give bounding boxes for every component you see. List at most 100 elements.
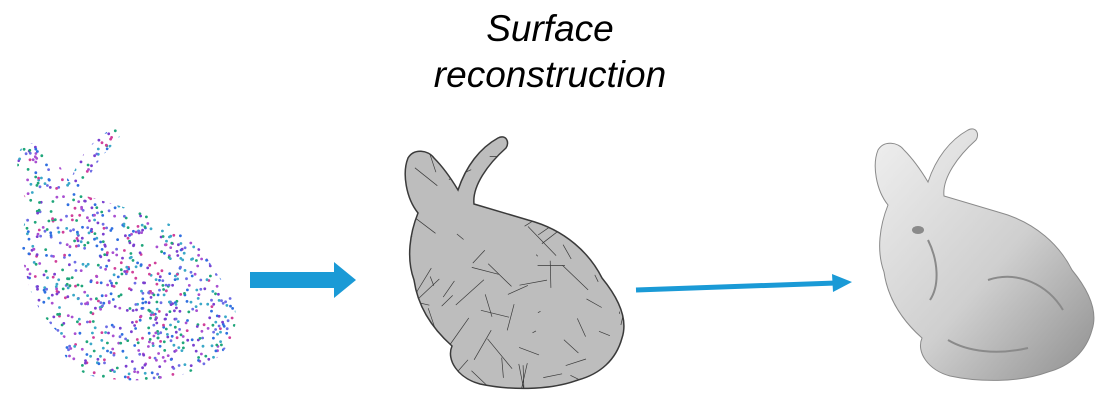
point-cloud-dot [29, 138, 33, 142]
point-cloud-dot [11, 129, 14, 132]
point-cloud-dot [238, 125, 241, 128]
point-cloud-dot [24, 152, 28, 156]
point-cloud-dot [46, 334, 49, 338]
point-cloud-dot [17, 139, 18, 143]
point-cloud-dot [45, 228, 49, 231]
point-cloud-dot [243, 177, 246, 180]
point-cloud-dot [44, 366, 48, 369]
point-cloud-dot [239, 146, 242, 149]
point-cloud-dot [77, 317, 81, 321]
point-cloud-dot [90, 141, 94, 145]
point-cloud-dot [219, 185, 223, 188]
point-cloud-dot [66, 277, 69, 281]
point-cloud-dot [105, 147, 109, 151]
point-cloud-dot [176, 186, 179, 190]
point-cloud-dot [200, 257, 204, 261]
point-cloud-dot [149, 227, 153, 231]
point-cloud-dot [123, 249, 126, 252]
point-cloud-dot [11, 384, 14, 387]
point-cloud-dot [85, 385, 88, 388]
point-cloud-dot [216, 142, 220, 145]
point-cloud-dot [227, 385, 230, 388]
point-cloud-dot [191, 307, 195, 311]
point-cloud-dot [236, 377, 239, 380]
point-cloud-dot [171, 283, 175, 287]
point-cloud-dot [45, 254, 48, 257]
point-cloud-dot [37, 228, 41, 232]
point-cloud-dot [227, 125, 230, 128]
point-cloud-dot [65, 159, 69, 163]
point-cloud-dot [172, 343, 176, 347]
point-cloud-dot [108, 279, 112, 283]
point-cloud-dot [32, 261, 36, 264]
point-cloud-dot [124, 364, 128, 368]
point-cloud-dot [27, 252, 31, 256]
point-cloud-dot [133, 324, 137, 327]
point-cloud-dot [192, 343, 195, 347]
point-cloud-dot [20, 349, 24, 353]
point-cloud-dot [149, 316, 152, 320]
point-cloud-dot [179, 234, 182, 238]
point-cloud-dot [48, 324, 52, 328]
point-cloud-dot [148, 356, 152, 359]
point-cloud-dot [42, 128, 46, 129]
point-cloud-dot [95, 281, 99, 284]
point-cloud-dot [234, 310, 236, 313]
point-cloud-dot [10, 369, 13, 372]
point-cloud-dot [154, 138, 158, 142]
point-cloud-dot [177, 381, 180, 384]
point-cloud-dot [214, 292, 217, 296]
point-cloud-dot [183, 187, 187, 191]
point-cloud-dot [143, 371, 147, 375]
point-cloud-dot [12, 228, 15, 231]
point-cloud-dot [124, 234, 127, 238]
point-cloud-dot [176, 254, 180, 257]
point-cloud-dot [135, 378, 139, 381]
point-cloud-dot [96, 195, 100, 199]
point-cloud-dot [13, 363, 16, 366]
mesh-edge [520, 170, 542, 199]
point-cloud-dot [72, 293, 75, 297]
point-cloud-dot [31, 158, 35, 162]
point-cloud-dot [213, 365, 216, 369]
point-cloud-dot [212, 302, 216, 306]
point-cloud-dot [81, 209, 85, 212]
point-cloud-dot [147, 331, 151, 335]
point-cloud-dot [59, 360, 63, 364]
point-cloud-dot [155, 358, 158, 362]
point-cloud-dot [66, 140, 69, 143]
point-cloud-dot [82, 144, 86, 148]
point-cloud-dot [228, 161, 232, 165]
point-cloud-dot [46, 324, 50, 327]
mesh-edge [591, 220, 605, 230]
point-cloud-dot [147, 291, 151, 295]
point-cloud-dot [88, 219, 91, 223]
point-cloud-dot [36, 181, 40, 185]
point-cloud-dot [22, 312, 25, 316]
mesh-edge [487, 338, 513, 369]
point-cloud-dot [230, 244, 234, 248]
point-cloud-dot [56, 369, 59, 373]
point-cloud-dot [89, 342, 93, 346]
point-cloud-dot [162, 340, 166, 344]
point-cloud-dot [40, 176, 43, 180]
point-cloud-dot [138, 212, 142, 216]
mesh-edge [473, 330, 492, 360]
point-cloud-dot [214, 154, 218, 157]
point-cloud-dot [234, 357, 236, 361]
point-cloud-dot [219, 327, 222, 330]
point-cloud-dot [210, 298, 213, 302]
point-cloud-dot [51, 349, 55, 353]
point-cloud-dot [17, 184, 18, 188]
point-cloud-dot [91, 320, 95, 323]
point-cloud-dot [173, 197, 177, 201]
point-cloud-dot [183, 174, 187, 178]
point-cloud-dot [192, 245, 196, 249]
point-cloud-dot [182, 346, 185, 350]
point-cloud-dot [119, 187, 122, 191]
point-cloud-dot [96, 160, 100, 164]
point-cloud-dot [220, 264, 224, 268]
point-cloud-dot [76, 230, 79, 234]
point-cloud-dot [31, 370, 35, 373]
point-cloud-dot [84, 264, 88, 268]
